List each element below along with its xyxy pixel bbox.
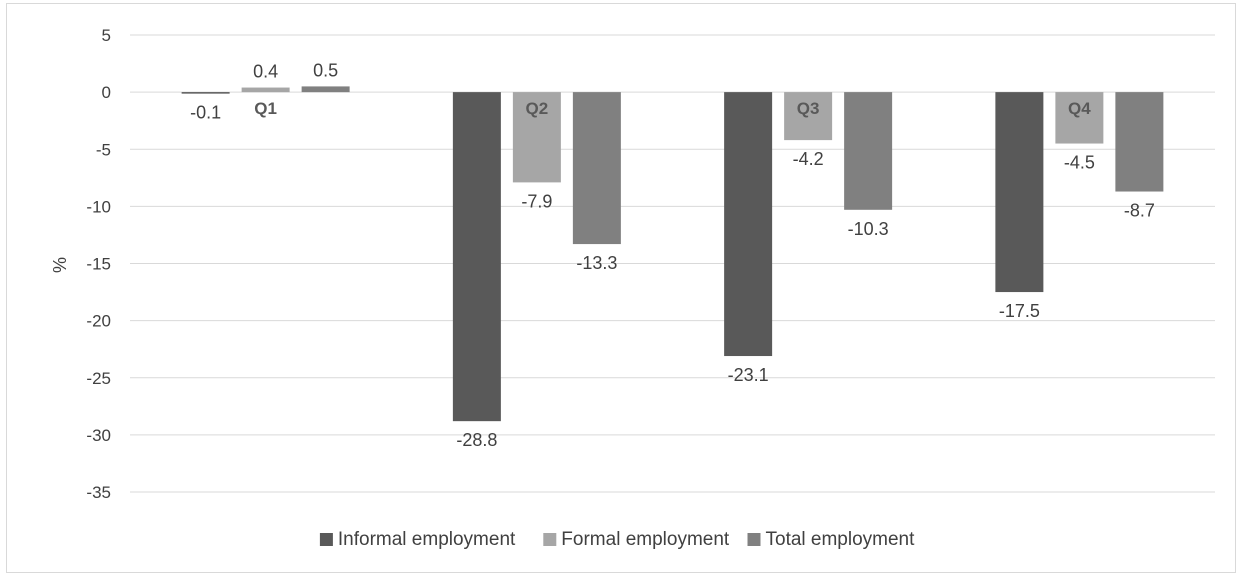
category-label: Q2 <box>526 99 549 118</box>
y-tick-label: -30 <box>86 426 111 445</box>
bar <box>844 92 893 210</box>
data-label: -17.5 <box>999 301 1040 321</box>
y-tick-label: -10 <box>86 197 111 216</box>
data-label: -0.1 <box>190 102 221 122</box>
data-label: -28.8 <box>456 430 497 450</box>
data-label: -13.3 <box>576 253 617 273</box>
bar <box>181 92 230 94</box>
bar <box>512 92 561 183</box>
y-axis-ticks: 5 0 -5 -10 -15 -20 -25 -30 -35 <box>86 26 111 502</box>
data-label: -8.7 <box>1124 201 1155 221</box>
bar <box>1055 92 1104 144</box>
legend: Informal employment Formal employment Tota… <box>319 529 916 550</box>
category-label: Q4 <box>1068 99 1091 118</box>
data-label: -7.9 <box>521 191 552 211</box>
data-label: 0.4 <box>253 62 278 82</box>
y-tick-label: -35 <box>86 483 111 502</box>
category-label: Q1 <box>254 99 277 118</box>
y-tick-label: -20 <box>86 312 111 331</box>
legend-label: Formal employment <box>561 529 730 550</box>
data-label: -4.2 <box>793 149 824 169</box>
bar <box>784 92 833 141</box>
y-tick-label: 0 <box>102 83 111 102</box>
y-tick-label: -25 <box>86 369 111 388</box>
legend-swatch <box>319 533 333 546</box>
bar <box>452 92 501 422</box>
data-label: -23.1 <box>728 365 769 385</box>
data-label: 0.5 <box>313 60 338 80</box>
category-label: Q3 <box>797 99 820 118</box>
bar <box>724 92 773 357</box>
legend-label: Total employment <box>766 529 916 550</box>
data-label: -4.5 <box>1064 153 1095 173</box>
y-tick-label: -15 <box>86 255 111 274</box>
legend-label: Informal employment <box>338 529 516 550</box>
gridlines <box>130 34 1215 493</box>
bars <box>181 86 1164 422</box>
bar <box>995 92 1044 293</box>
y-tick-label: 5 <box>102 26 111 45</box>
bar <box>241 87 290 93</box>
y-tick-label: -5 <box>96 140 111 159</box>
bar <box>572 92 621 245</box>
legend-swatch <box>543 533 557 546</box>
legend-swatch <box>747 533 761 546</box>
data-label: -10.3 <box>848 219 889 239</box>
data-labels: -0.1 0.4 0.5 -28.8 -7.9 -13.3 -23.1 -4.2 -10.3 -1… <box>190 60 1155 450</box>
bar <box>1115 92 1164 192</box>
category-labels: Q1 Q2 Q3 Q4 <box>254 99 1091 118</box>
y-axis-label: % <box>50 257 70 273</box>
bar <box>301 86 350 93</box>
